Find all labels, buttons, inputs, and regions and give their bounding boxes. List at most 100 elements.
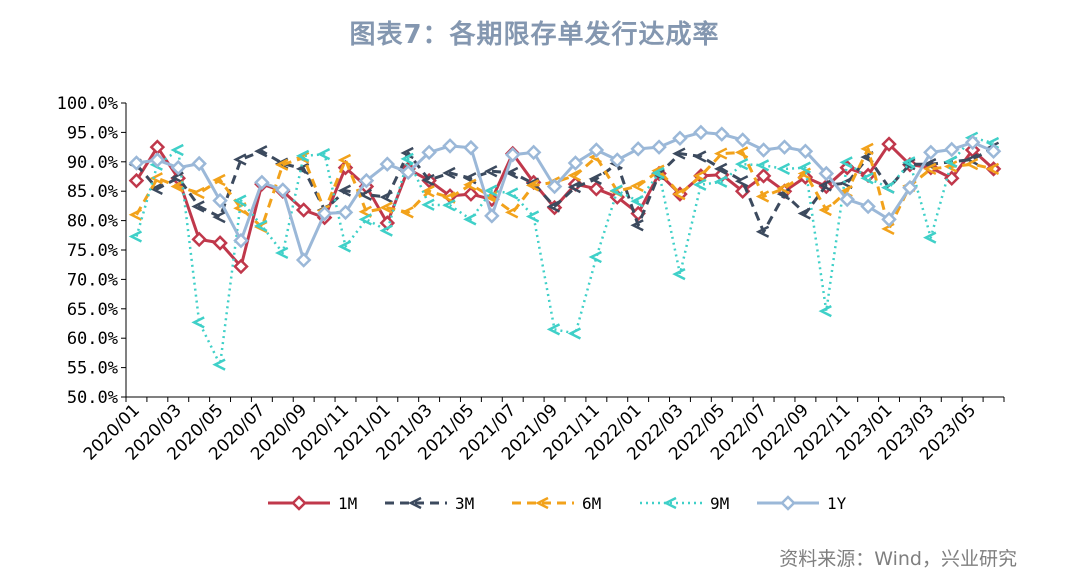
data-point-9m <box>191 316 205 329</box>
data-point-1m <box>755 168 772 184</box>
data-point-1y <box>567 155 584 171</box>
y-tick-label: 65.0% <box>67 300 118 320</box>
data-point-3m <box>212 210 226 224</box>
data-point-3m <box>567 180 582 194</box>
data-point-1y <box>484 208 500 224</box>
data-point-9m <box>923 231 937 244</box>
data-point-9m <box>713 175 728 188</box>
y-tick-label: 75.0% <box>67 241 118 261</box>
data-point-9m <box>567 327 582 340</box>
data-point-3m <box>734 175 749 188</box>
data-point-9m <box>274 246 289 260</box>
data-point-3m <box>546 200 561 213</box>
data-point-1m <box>463 186 479 202</box>
data-point-3m <box>797 207 811 220</box>
data-point-3m <box>964 153 979 166</box>
data-point-1y <box>254 174 270 191</box>
data-point-3m <box>295 162 310 175</box>
data-point-1y <box>170 159 187 176</box>
data-point-3m <box>818 179 832 192</box>
y-tick-label: 50.0% <box>67 388 118 408</box>
data-point-1y <box>881 211 897 228</box>
legend-label-1m: 1M <box>338 494 357 513</box>
data-point-3m <box>233 153 247 166</box>
data-point-6m <box>776 182 791 195</box>
data-point-9m <box>693 178 707 191</box>
data-point-9m <box>881 181 895 194</box>
data-point-9m <box>818 305 832 318</box>
data-point-1m <box>191 231 207 248</box>
legend-label-6m: 6M <box>582 494 601 513</box>
data-point-9m <box>546 323 561 336</box>
data-point-6m <box>295 151 310 164</box>
data-point-1y <box>714 126 730 142</box>
data-point-1y <box>275 182 291 198</box>
data-point-3m <box>484 165 498 178</box>
data-point-6m <box>567 169 582 182</box>
data-point-9m <box>609 184 623 197</box>
data-point-6m <box>985 162 1000 175</box>
data-point-1y <box>546 178 563 195</box>
data-point-1y <box>964 134 981 151</box>
data-point-3m <box>588 172 602 185</box>
data-point-3m <box>839 176 853 190</box>
data-point-1y <box>943 141 960 158</box>
data-point-6m <box>923 162 937 175</box>
y-tick-label: 90.0% <box>67 153 118 173</box>
data-point-6m <box>463 178 477 191</box>
data-point-1y <box>630 141 646 157</box>
data-point-3m <box>358 188 372 201</box>
data-point-1m <box>295 202 312 218</box>
data-point-9m <box>672 267 686 281</box>
legend-marker-1y <box>780 495 796 511</box>
data-point-1y <box>421 144 437 161</box>
chart-title: 图表7：各期限存单发行达成率 <box>349 20 720 50</box>
data-point-3m <box>191 200 205 213</box>
data-point-9m <box>379 224 393 237</box>
data-point-3m <box>693 150 707 163</box>
data-point-6m <box>191 186 205 200</box>
data-point-9m <box>588 250 602 264</box>
data-point-9m <box>776 162 791 175</box>
data-point-3m <box>672 147 686 160</box>
data-point-6m <box>274 158 289 171</box>
data-point-6m <box>128 208 143 221</box>
data-point-1y <box>233 232 249 249</box>
y-tick-label: 100.0% <box>57 94 118 114</box>
data-point-6m <box>713 147 728 160</box>
data-point-9m <box>233 194 247 207</box>
data-point-1y <box>651 139 667 155</box>
data-point-9m <box>442 199 456 212</box>
y-tick-label: 60.0% <box>67 329 118 349</box>
data-point-6m <box>693 169 707 183</box>
legend-marker-6m <box>535 496 549 510</box>
data-point-6m <box>964 158 979 171</box>
data-point-9m <box>463 213 477 226</box>
data-point-3m <box>379 190 393 204</box>
data-point-6m <box>734 146 749 159</box>
data-point-9m <box>630 195 644 208</box>
series-line-9m <box>135 136 994 366</box>
data-point-1y <box>212 192 228 209</box>
data-point-1y <box>316 205 333 222</box>
data-point-9m <box>316 148 331 161</box>
data-point-9m <box>525 210 540 223</box>
data-point-1y <box>463 139 479 156</box>
data-point-9m <box>484 184 498 197</box>
data-point-1m <box>233 258 249 275</box>
data-point-9m <box>860 172 874 185</box>
data-point-9m <box>358 213 372 226</box>
data-point-1y <box>923 144 939 161</box>
data-point-1y <box>860 198 876 215</box>
legend-marker-3m <box>408 496 422 510</box>
data-point-1m <box>881 136 897 152</box>
data-point-3m <box>337 184 352 197</box>
data-point-1y <box>755 142 772 158</box>
data-point-6m <box>525 179 540 192</box>
data-point-3m <box>170 171 184 184</box>
data-point-6m <box>755 190 770 203</box>
y-tick-label: 55.0% <box>67 359 118 379</box>
data-point-1y <box>295 252 312 268</box>
data-point-1y <box>525 144 542 161</box>
data-point-1y <box>818 165 835 182</box>
